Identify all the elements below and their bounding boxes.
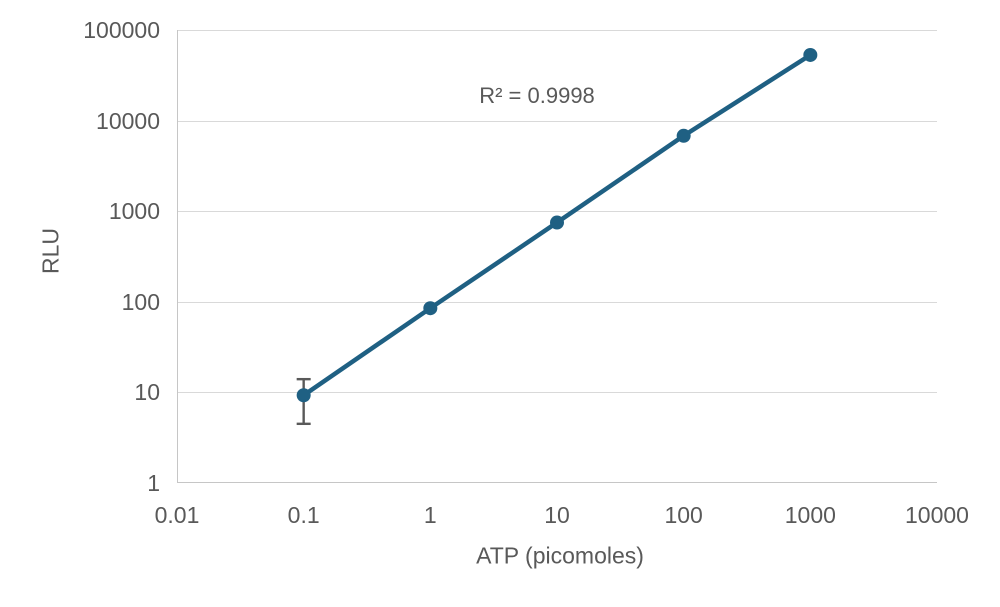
x-tick-label-0.1: 0.1 bbox=[287, 502, 320, 528]
gridline-y-10 bbox=[177, 392, 937, 394]
y-tick-label-100: 100 bbox=[121, 288, 160, 315]
x-axis-line bbox=[177, 482, 937, 483]
gridline-y-100000 bbox=[177, 30, 937, 31]
y-tick-label-10000: 10000 bbox=[96, 107, 160, 134]
gridline-y-10000 bbox=[177, 120, 937, 122]
x-tick-label-1: 1 bbox=[423, 502, 437, 528]
x-tick-label-100: 100 bbox=[664, 502, 703, 528]
y-tick-label-1000: 1000 bbox=[108, 198, 160, 225]
x-axis-title: ATP (picomoles) bbox=[476, 542, 644, 569]
r-squared-annotation: R² = 0.9998 bbox=[479, 83, 595, 108]
gridline-y-100 bbox=[177, 301, 937, 303]
plot-area bbox=[177, 30, 937, 483]
y-axis-line bbox=[177, 30, 178, 483]
data-point-1 bbox=[423, 301, 438, 316]
data-series bbox=[296, 47, 818, 426]
gridline-y-1000 bbox=[177, 211, 937, 213]
y-axis-title: RLU bbox=[37, 227, 64, 275]
data-point-10 bbox=[550, 215, 564, 230]
y-tick-label-1: 1 bbox=[147, 470, 160, 496]
x-tick-label-1000: 1000 bbox=[784, 502, 836, 528]
x-tick-label-0.01: 0.01 bbox=[154, 502, 200, 528]
data-point-100 bbox=[676, 128, 691, 143]
x-tick-label-10: 10 bbox=[544, 502, 570, 528]
y-tick-label-100000: 100000 bbox=[83, 17, 160, 43]
data-point-1000 bbox=[803, 47, 818, 62]
x-tick-label-10000: 10000 bbox=[905, 502, 969, 528]
y-tick-label-10: 10 bbox=[134, 379, 160, 406]
data-point-0.1 bbox=[296, 388, 311, 403]
